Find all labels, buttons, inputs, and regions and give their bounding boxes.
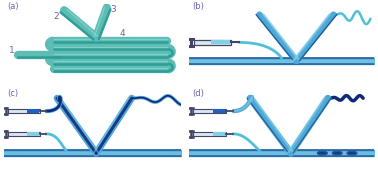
Text: 2: 2 xyxy=(54,12,59,21)
Text: (c): (c) xyxy=(7,89,19,98)
FancyBboxPatch shape xyxy=(213,132,226,136)
Text: 1: 1 xyxy=(9,46,15,55)
FancyBboxPatch shape xyxy=(193,132,226,136)
FancyBboxPatch shape xyxy=(194,40,231,45)
Ellipse shape xyxy=(318,152,327,155)
FancyBboxPatch shape xyxy=(193,109,226,113)
FancyBboxPatch shape xyxy=(27,132,39,136)
Text: (d): (d) xyxy=(193,89,204,98)
FancyBboxPatch shape xyxy=(213,109,226,113)
FancyBboxPatch shape xyxy=(8,132,40,136)
Ellipse shape xyxy=(347,152,357,155)
Text: 4: 4 xyxy=(119,29,125,38)
Ellipse shape xyxy=(332,152,342,155)
Text: (b): (b) xyxy=(193,2,204,11)
Text: 3: 3 xyxy=(110,5,116,14)
FancyBboxPatch shape xyxy=(8,109,40,113)
Text: (a): (a) xyxy=(7,2,19,11)
FancyBboxPatch shape xyxy=(211,40,230,45)
FancyBboxPatch shape xyxy=(27,109,39,113)
